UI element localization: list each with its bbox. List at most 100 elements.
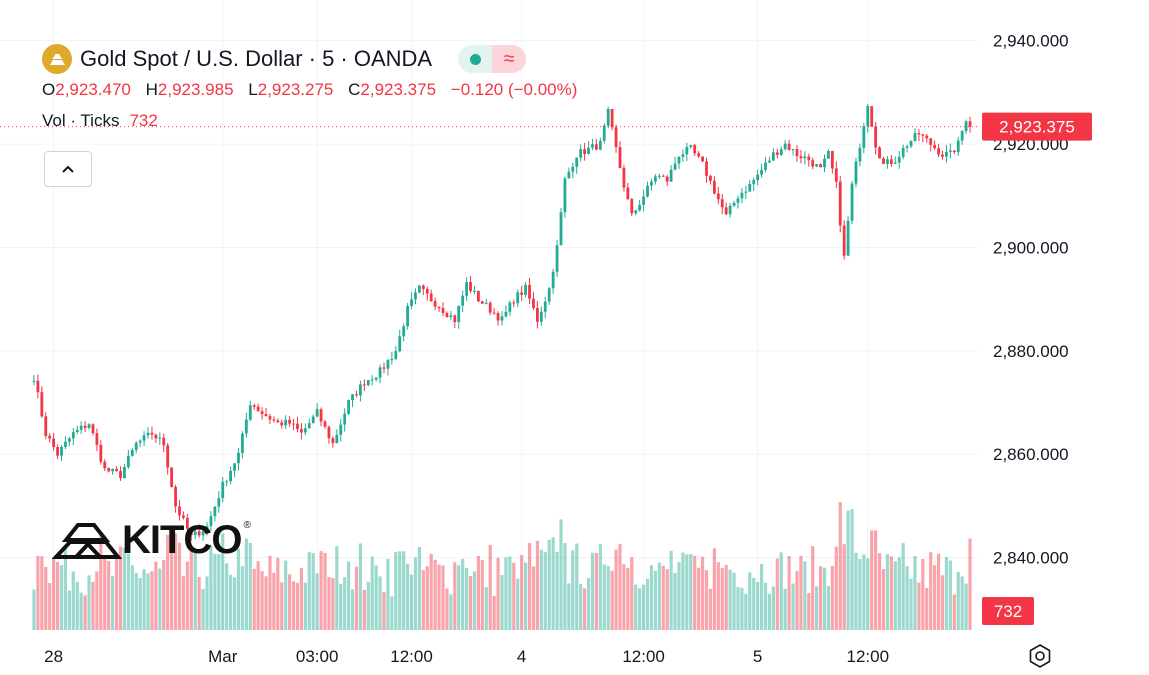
market-open-indicator[interactable] <box>458 45 493 73</box>
volume-bar <box>925 587 929 630</box>
volume-bar <box>390 596 394 630</box>
candle-body <box>272 419 276 421</box>
volume-bar <box>697 567 701 630</box>
volume-bar <box>940 575 945 630</box>
volume-bar <box>335 546 339 630</box>
volume-bar <box>496 557 500 630</box>
candle-body <box>374 377 378 380</box>
chevron-up-icon <box>62 165 74 173</box>
candle-body <box>807 156 811 161</box>
candle-body <box>968 121 972 127</box>
candle-body <box>154 434 158 439</box>
volume-bar <box>858 558 862 630</box>
registered-mark: ® <box>243 520 251 531</box>
candle-body <box>394 351 398 359</box>
volume-bar <box>657 562 661 630</box>
volume-bar <box>256 561 260 630</box>
candle-body <box>418 285 421 293</box>
candle-body <box>705 161 708 176</box>
volume-bar <box>881 569 886 630</box>
volume-bar <box>504 557 508 630</box>
candle-body <box>567 171 571 179</box>
market-status-pill[interactable]: ≈ <box>458 45 527 73</box>
candle-body <box>71 432 75 439</box>
volume-bar <box>508 556 512 630</box>
volume-bar <box>280 582 284 630</box>
candle-body <box>99 444 103 462</box>
volume-bar <box>787 556 791 630</box>
candle-body <box>571 166 575 172</box>
symbol-title[interactable]: Gold Spot / U.S. Dollar · 5 · OANDA <box>80 46 433 71</box>
volume-bar <box>630 557 634 630</box>
volume-bar <box>386 558 390 630</box>
volume-bar <box>799 555 803 630</box>
volume-bar <box>669 550 673 630</box>
candle-body <box>268 416 272 420</box>
volume-bar <box>177 542 182 630</box>
volume-bar <box>307 552 311 630</box>
candle-body <box>248 405 252 420</box>
candle-body <box>830 151 834 169</box>
candle-body <box>964 121 968 132</box>
candle-body <box>67 438 71 442</box>
candle-body <box>689 145 693 147</box>
last-price-badge[interactable] <box>982 112 1092 141</box>
candle-body <box>441 308 445 313</box>
open-value: 2,923.470 <box>55 80 131 99</box>
last-volume-badge[interactable] <box>982 597 1034 625</box>
volume-bar <box>185 561 189 630</box>
candle-body <box>209 516 213 527</box>
volume-bar <box>221 533 225 630</box>
candle-body <box>701 156 704 162</box>
candle-body <box>693 145 697 154</box>
candle-body <box>213 506 217 517</box>
volume-bar <box>653 570 657 630</box>
candle-body <box>410 299 413 307</box>
y-tick-label: 2,940.000 <box>993 32 1069 51</box>
candle-body <box>819 164 822 168</box>
candle-body <box>390 358 394 361</box>
volume-bar <box>567 583 571 630</box>
volume-bar <box>350 589 355 630</box>
candle-body <box>657 175 661 177</box>
volume-bar <box>99 533 103 630</box>
volume-bar <box>842 544 846 630</box>
volume-bar <box>665 569 669 630</box>
candle-body <box>606 108 610 126</box>
candle-body <box>244 419 248 434</box>
candle-body <box>744 191 748 193</box>
candle-body <box>95 433 99 445</box>
candle-body <box>834 168 838 182</box>
volume-bar <box>921 558 925 630</box>
candle-body <box>661 175 665 177</box>
candle-body <box>457 305 461 323</box>
chart-settings-button[interactable] <box>1026 642 1054 670</box>
candle-body <box>913 133 917 141</box>
candle-body <box>937 148 940 155</box>
candle-body <box>461 295 465 306</box>
volume-bar <box>516 578 520 630</box>
approx-wave-icon[interactable]: ≈ <box>492 45 527 73</box>
volume-bar <box>909 578 913 630</box>
volume-bar <box>181 576 186 630</box>
volume-bar <box>638 588 642 630</box>
candle-body <box>107 468 111 472</box>
candle-body <box>799 156 803 159</box>
volume-bar <box>622 564 626 630</box>
volume-bar <box>649 565 654 630</box>
volume-bar <box>166 534 170 630</box>
volume-legend[interactable]: Vol · Ticks 732 <box>42 111 587 131</box>
candle-body <box>646 185 649 197</box>
kitco-logo: KITCO ® <box>52 520 251 560</box>
volume-bar <box>339 583 343 630</box>
candle-body <box>398 336 402 352</box>
candle-body <box>386 360 390 369</box>
collapse-legend-button[interactable] <box>44 151 92 187</box>
candle-body <box>264 414 268 417</box>
volume-bar <box>193 550 197 630</box>
candle-body <box>174 486 177 507</box>
candle-body <box>897 156 901 163</box>
candle-body <box>858 147 862 162</box>
volume-bar <box>614 549 618 630</box>
